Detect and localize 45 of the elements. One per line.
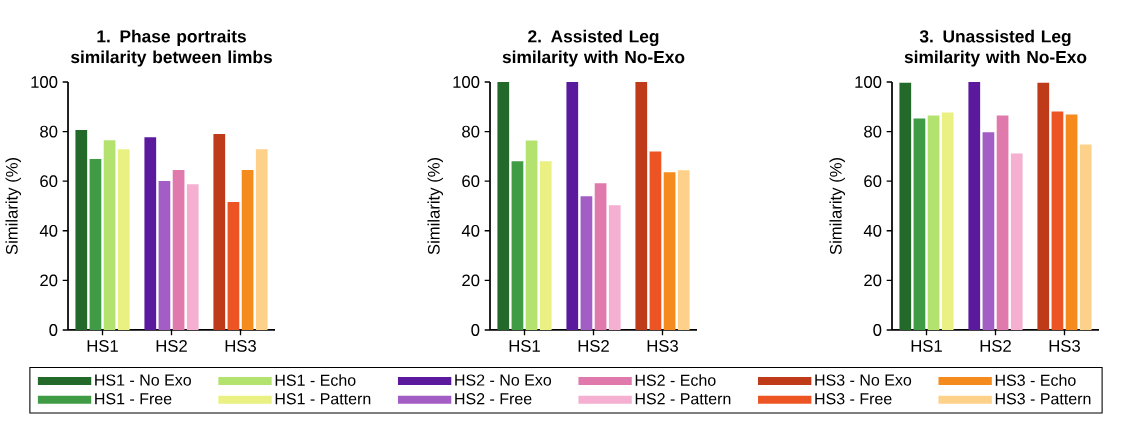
x-tick-label: HS3 — [1049, 340, 1080, 352]
y-tick-label: 100 — [31, 76, 58, 88]
x-tick-label: HS2 — [578, 340, 609, 352]
legend-label: HS2 - Echo — [635, 374, 716, 386]
y-tick-label: 80 — [40, 125, 58, 138]
legend-label: HS3 - Free — [815, 393, 892, 405]
x-tick-label: HS2 — [156, 340, 187, 352]
legend-label: HS2 - Pattern — [635, 393, 731, 405]
y-axis-title: Similarity (%) — [829, 157, 845, 255]
x-tick-label: HS2 — [980, 340, 1011, 352]
y-tick-label: 60 — [864, 175, 882, 188]
chart-title: 3. Unassisted Leg similarity with No-Exo — [904, 29, 1087, 67]
y-tick-label: 60 — [462, 175, 480, 188]
y-tick-label: 40 — [863, 224, 882, 237]
y-tick-label: 100 — [855, 76, 882, 88]
chart-title: 2. Assisted Leg similarity with No-Exo — [502, 29, 685, 67]
y-tick-label: 80 — [462, 125, 480, 138]
y-tick-label: 0 — [49, 324, 58, 336]
x-tick-label: HS1 — [509, 340, 540, 352]
legend-label: HS2 - No Exo — [455, 374, 552, 386]
legend-label: HS1 - No Exo — [95, 374, 191, 386]
legend-label: HS3 - Pattern — [995, 393, 1091, 405]
legend-label: HS3 - No Exo — [815, 374, 912, 386]
y-axis-title: Similarity (%) — [5, 157, 21, 255]
y-axis-title: Similarity (%) — [427, 157, 443, 255]
legend-label: HS3 - Echo — [995, 374, 1076, 386]
x-tick-label: HS3 — [647, 340, 678, 352]
y-tick-label: 100 — [453, 76, 480, 88]
x-tick-label: HS1 — [87, 340, 118, 352]
y-tick-label: 60 — [40, 175, 58, 188]
y-tick-label: 40 — [461, 224, 480, 237]
y-tick-label: 80 — [864, 125, 882, 138]
y-tick-label: 40 — [39, 224, 58, 237]
x-tick-label: HS1 — [911, 340, 942, 352]
legend-label: HS1 - Echo — [275, 374, 356, 386]
y-tick-label: 0 — [471, 324, 480, 336]
x-tick-label: HS3 — [225, 340, 256, 352]
y-tick-label: 20 — [864, 274, 882, 287]
legend-label: HS1 - Free — [95, 393, 172, 405]
y-tick-label: 20 — [462, 274, 480, 287]
chart-title: 1. Phase portraits similarity between limbs — [70, 29, 272, 67]
y-tick-label: 20 — [40, 274, 58, 287]
legend-label: HS1 - Pattern — [275, 393, 371, 405]
legend-label: HS2 - Free — [455, 393, 532, 405]
y-tick-label: 0 — [873, 324, 882, 336]
